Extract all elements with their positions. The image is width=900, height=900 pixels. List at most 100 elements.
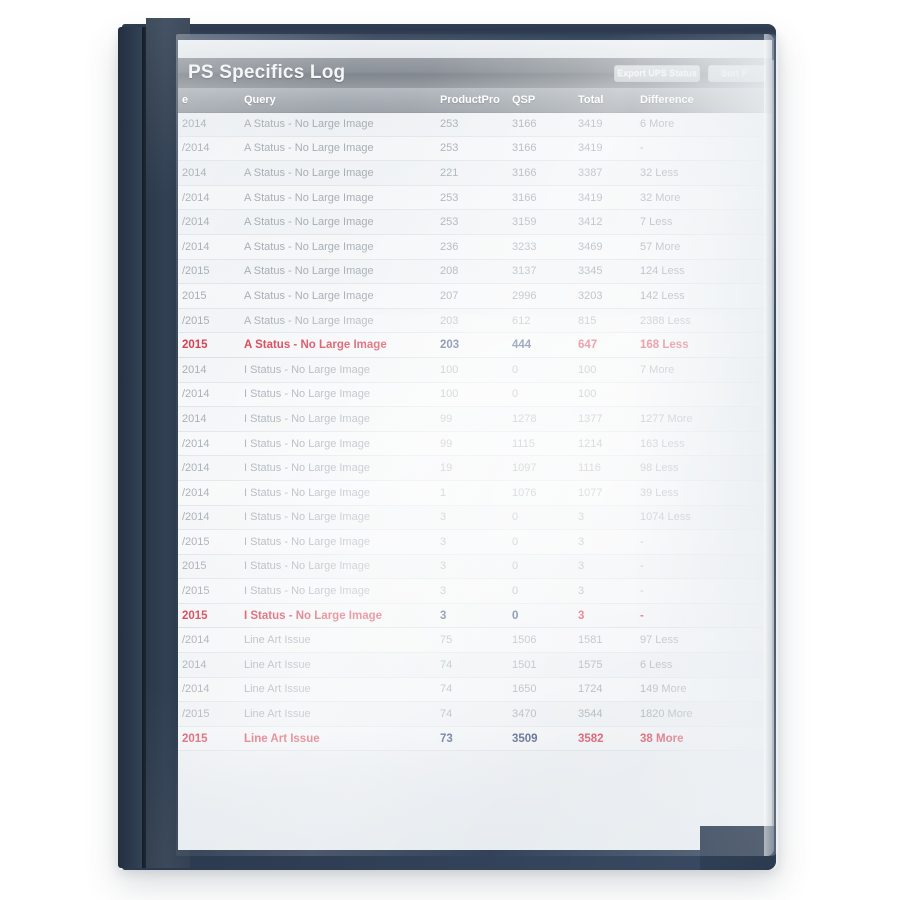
cell-difference: 38 More <box>640 732 684 745</box>
cell-date: /2014 <box>182 634 210 647</box>
cover-bottom-right-corner <box>700 826 776 870</box>
cell-total: 1214 <box>578 437 603 450</box>
cell-total: 3 <box>578 609 585 622</box>
column-header-total[interactable]: Total <box>578 94 604 106</box>
cell-productpro: 99 <box>440 437 453 450</box>
table-row[interactable]: /2015 A Status - No Large Image 208 3137 334… <box>178 260 772 285</box>
cell-query: A Status - No Large Image <box>244 265 374 278</box>
cell-date: /2015 <box>182 535 210 548</box>
sort-button[interactable]: Sort F <box>708 64 766 82</box>
table-row[interactable]: /2015 Line Art Issue 74 3470 3544 1820 More <box>178 702 772 727</box>
cell-total: 1077 <box>578 486 603 499</box>
cell-date: /2014 <box>182 142 210 155</box>
table-row[interactable]: /2014 I Status - No Large Image 100 0 100 <box>178 382 772 408</box>
cell-productpro: 100 <box>440 388 459 401</box>
cell-date: 2015 <box>182 609 208 622</box>
cell-date: /2015 <box>182 585 210 598</box>
table-row[interactable]: 2015 A Status - No Large Image 203 444 647 16… <box>178 333 772 358</box>
cell-query: Line Art Issue <box>244 683 311 696</box>
cell-total: 1575 <box>578 658 603 671</box>
cell-query: I Status - No Large Image <box>244 511 370 524</box>
cell-productpro: 74 <box>440 658 453 671</box>
table-row[interactable]: /2014 Line Art Issue 75 1506 1581 97 Less <box>178 628 772 654</box>
cell-qsp: 1501 <box>512 658 537 671</box>
table-row[interactable]: 2015 I Status - No Large Image 3 0 3 - <box>178 603 772 629</box>
cell-difference: - <box>640 560 644 573</box>
cell-query: I Status - No Large Image <box>244 412 370 425</box>
table-row[interactable]: /2014 A Status - No Large Image 253 3159 341… <box>178 210 772 235</box>
cell-total: 3 <box>578 511 585 524</box>
cell-date: /2014 <box>182 191 210 204</box>
cell-query: I Status - No Large Image <box>244 560 370 573</box>
cell-difference: 6 More <box>640 117 675 130</box>
cell-difference: 97 Less <box>640 634 679 647</box>
export-ups-status-button[interactable]: Export UPS Status <box>614 64 700 82</box>
title-bar-actions: Export UPS Status Sort F <box>614 64 766 82</box>
cell-qsp: 3159 <box>512 216 537 229</box>
table-row[interactable]: /2014 I Status - No Large Image 19 1097 1116… <box>178 456 772 481</box>
column-header-productpro[interactable]: ProductPro <box>440 94 500 106</box>
cell-productpro: 73 <box>440 732 453 745</box>
cell-date: /2015 <box>182 314 210 327</box>
cell-qsp: 0 <box>512 535 519 548</box>
cell-query: I Status - No Large Image <box>244 437 370 450</box>
table-row[interactable]: /2014 I Status - No Large Image 99 1115 1214… <box>178 431 772 457</box>
table-row[interactable]: 2015 A Status - No Large Image 207 2996 3203… <box>178 284 772 309</box>
table-row[interactable]: 2014 I Status - No Large Image 99 1278 1377 1… <box>178 407 772 432</box>
cell-productpro: 221 <box>440 166 459 179</box>
table-row[interactable]: /2014 A Status - No Large Image 253 3166 341… <box>178 136 772 162</box>
cell-total: 815 <box>578 314 597 327</box>
page-title: PS Specifics Log <box>188 62 346 83</box>
cell-date: 2015 <box>182 289 207 302</box>
table-row[interactable]: /2014 I Status - No Large Image 3 0 3 1074 Le… <box>178 506 772 531</box>
column-header-difference[interactable]: Difference <box>640 94 694 106</box>
table-row[interactable]: /2014 Line Art Issue 74 1650 1724 149 More <box>178 677 772 703</box>
cell-productpro: 3 <box>440 609 447 622</box>
cell-qsp: 3166 <box>512 166 537 179</box>
table-row[interactable]: 2014 A Status - No Large Image 221 3166 3387… <box>178 161 772 186</box>
cell-qsp: 3509 <box>512 732 538 745</box>
cell-qsp: 3166 <box>512 191 537 204</box>
column-header-query[interactable]: Query <box>244 94 276 106</box>
cell-total: 1724 <box>578 683 603 696</box>
cell-productpro: 236 <box>440 240 459 253</box>
cell-productpro: 74 <box>440 708 453 721</box>
table-row[interactable]: /2015 A Status - No Large Image 203 612 815 2… <box>178 309 772 334</box>
cell-date: /2014 <box>182 388 210 401</box>
cell-total: 3582 <box>578 732 604 745</box>
table-row[interactable]: /2015 I Status - No Large Image 3 0 3 - <box>178 579 772 604</box>
cell-qsp: 0 <box>512 363 519 376</box>
table-row[interactable]: /2014 I Status - No Large Image 1 1076 1077 3… <box>178 480 772 506</box>
table-row[interactable]: 2014 A Status - No Large Image 253 3166 3419… <box>178 112 772 137</box>
cell-qsp: 612 <box>512 314 531 327</box>
cell-date: 2014 <box>182 658 207 671</box>
cell-total: 100 <box>578 388 597 401</box>
cell-total: 1116 <box>578 462 601 475</box>
table-row[interactable]: 2015 I Status - No Large Image 3 0 3 - <box>178 555 772 580</box>
cell-query: Line Art Issue <box>244 658 311 671</box>
cell-total: 3 <box>578 535 585 548</box>
table-row[interactable]: /2014 A Status - No Large Image 236 3233 346… <box>178 234 772 260</box>
cell-difference: - <box>640 609 644 622</box>
table-row[interactable]: 2015 Line Art Issue 73 3509 3582 38 More <box>178 726 772 752</box>
cell-productpro: 207 <box>440 289 459 302</box>
table-row[interactable]: /2015 I Status - No Large Image 3 0 3 - <box>178 530 772 555</box>
cell-date: /2014 <box>182 683 210 696</box>
cell-difference: 2388 Less <box>640 314 691 327</box>
column-header-date[interactable]: e <box>182 94 189 106</box>
cell-date: /2014 <box>182 437 210 450</box>
cell-total: 3345 <box>578 265 603 278</box>
table-row[interactable]: 2014 I Status - No Large Image 100 0 100 7 Mo… <box>178 358 772 383</box>
cell-difference: 163 Less <box>640 437 685 450</box>
table-row[interactable]: 2014 Line Art Issue 74 1501 1575 6 Less <box>178 653 772 678</box>
cell-total: 3544 <box>578 708 603 721</box>
cell-total: 3387 <box>578 166 603 179</box>
binder-spine-gap <box>142 27 146 868</box>
cell-difference: 168 Less <box>640 339 689 352</box>
cell-query: I Status - No Large Image <box>244 388 370 401</box>
table-row[interactable]: /2014 A Status - No Large Image 253 3166 341… <box>178 185 772 211</box>
cell-difference: - <box>640 535 644 548</box>
column-header-qsp[interactable]: QSP <box>512 94 536 106</box>
table-header: e Query ProductPro QSP Total Difference <box>178 88 772 113</box>
